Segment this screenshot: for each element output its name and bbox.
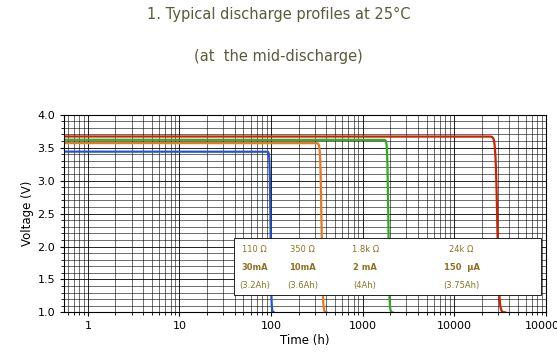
Text: 1. Typical discharge profiles at 25°C: 1. Typical discharge profiles at 25°C xyxy=(146,7,411,22)
Bar xyxy=(233,238,541,295)
Text: 1.8k Ω: 1.8k Ω xyxy=(351,245,379,254)
Text: 150  μA: 150 μA xyxy=(443,263,480,273)
Text: 24k Ω: 24k Ω xyxy=(449,245,474,254)
Text: 30mA: 30mA xyxy=(241,263,268,273)
Text: 350 Ω: 350 Ω xyxy=(290,245,315,254)
Text: (at  the mid-discharge): (at the mid-discharge) xyxy=(194,49,363,64)
Text: 2 mA: 2 mA xyxy=(353,263,377,273)
Y-axis label: Voltage (V): Voltage (V) xyxy=(22,181,35,246)
Text: 10mA: 10mA xyxy=(289,263,316,273)
Text: (4Ah): (4Ah) xyxy=(354,281,377,290)
Text: (3.6Ah): (3.6Ah) xyxy=(287,281,318,290)
Text: (3.75Ah): (3.75Ah) xyxy=(443,281,480,290)
X-axis label: Time (h): Time (h) xyxy=(280,334,330,347)
Text: (3.2Ah): (3.2Ah) xyxy=(239,281,270,290)
Text: 110 Ω: 110 Ω xyxy=(242,245,267,254)
